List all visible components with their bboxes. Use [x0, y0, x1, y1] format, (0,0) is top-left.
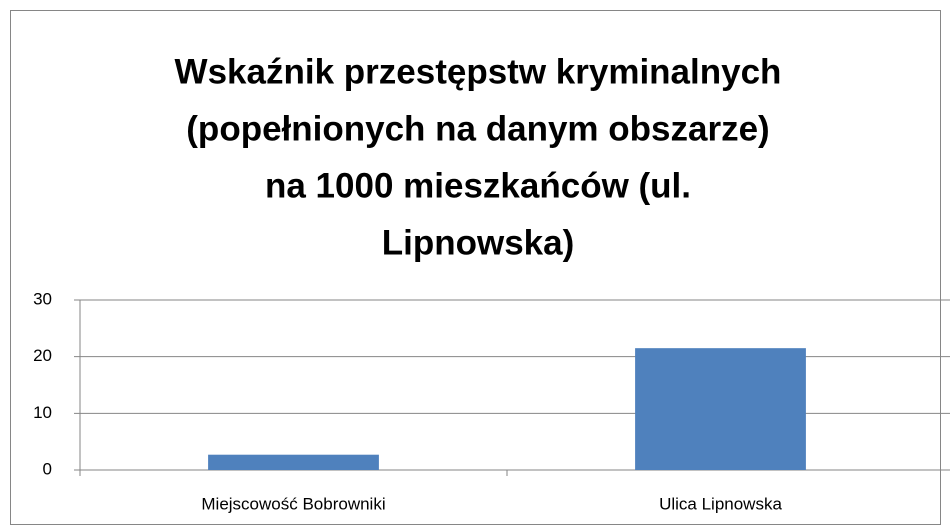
- y-tick-label: 20: [33, 346, 52, 365]
- x-tick-label: Ulica Lipnowska: [659, 494, 782, 513]
- y-tick-label: 0: [43, 459, 52, 478]
- chart-title: Wskaźnik przestępstw kryminalnych: [175, 52, 782, 91]
- x-tick-label: Miejscowość Bobrowniki: [201, 494, 385, 513]
- y-tick-label: 10: [33, 403, 52, 422]
- chart-title: Lipnowska): [382, 223, 575, 262]
- chart-title: na 1000 mieszkańców (ul.: [265, 166, 691, 205]
- bar: [635, 348, 806, 470]
- y-tick-label: 30: [33, 289, 52, 308]
- chart-title: (popełnionych na danym obszarze): [186, 109, 769, 148]
- bar: [208, 454, 379, 470]
